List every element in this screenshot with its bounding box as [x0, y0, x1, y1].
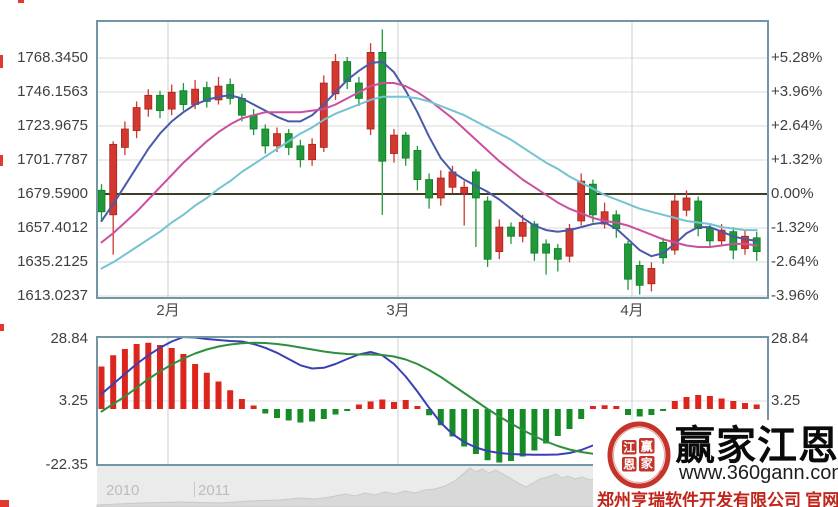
percent-axis-label: +2.64%	[771, 117, 823, 134]
price-axis-label: 1635.2125	[17, 253, 88, 270]
seal-char-4: 家	[641, 456, 654, 471]
seal-char-2: 赢	[641, 439, 653, 454]
seal-char-3: 恩	[623, 457, 635, 472]
indicator-axis-label: -22.35	[45, 456, 88, 473]
percent-axis-label: +5.28%	[771, 49, 823, 66]
month-label: 2月	[156, 302, 180, 319]
percent-axis-label: 0.00%	[771, 185, 814, 202]
company-name: 郑州亨瑞软件开发有限公司 官网	[597, 491, 838, 507]
indicator-axis-label: 28.84	[50, 330, 88, 347]
percent-axis-label: -2.64%	[771, 253, 819, 270]
price-axis-label: 1746.1563	[17, 83, 88, 100]
year-tick	[194, 482, 195, 497]
month-label: 4月	[620, 302, 644, 319]
percent-axis-label: -1.32%	[771, 219, 819, 236]
indicator-axis-label: 28.84	[771, 330, 809, 347]
seal-grid: 江 赢 恩 家	[622, 438, 655, 472]
percent-axis-label: +3.96%	[771, 83, 823, 100]
indicator-axis-label: 3.25	[58, 392, 88, 409]
percent-axis-label: -3.96%	[771, 287, 819, 304]
year-label: 2010	[106, 482, 140, 499]
watermark-panel: 江 赢 恩 家 赢家江恩 www.360gann.com 郑州亨瑞软件开发有限公…	[593, 420, 838, 507]
seal-char-1: 江	[623, 440, 635, 455]
year-label: 2011	[198, 482, 231, 499]
price-axis-label: 1679.5900	[17, 185, 88, 202]
price-axis-label: 1701.7787	[17, 151, 88, 168]
price-axis-label: 1613.0237	[17, 287, 88, 304]
month-label: 3月	[386, 302, 410, 319]
brand-title: 赢家江恩	[675, 424, 838, 468]
price-axis-label: 1768.3450	[17, 49, 88, 66]
indicator-axis-label: 3.25	[771, 392, 801, 409]
seal-stamp-icon: 江 赢 恩 家	[606, 421, 672, 489]
percent-axis-label: +1.32%	[771, 151, 823, 168]
price-axis-label: 1723.9675	[17, 117, 88, 134]
brand-url: www.360gann.com	[679, 462, 838, 484]
price-axis-label: 1657.4012	[17, 219, 88, 236]
